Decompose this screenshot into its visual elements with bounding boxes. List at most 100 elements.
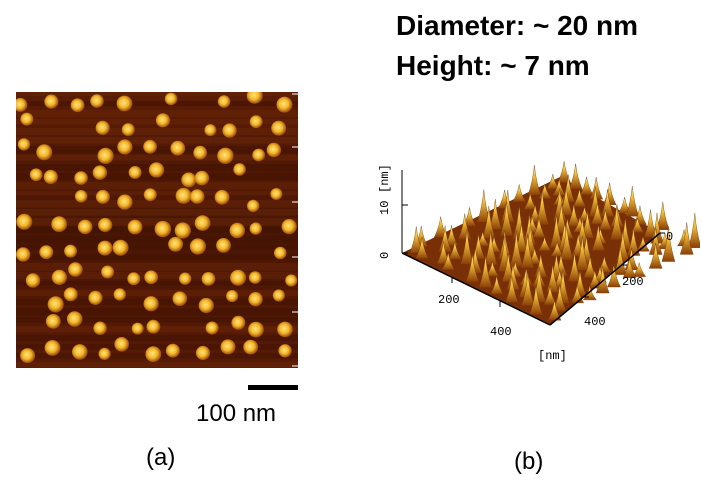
nanodot	[248, 321, 264, 338]
surface-peak	[489, 275, 504, 295]
nanodot	[231, 315, 246, 330]
nanodot	[249, 222, 262, 235]
nanodot	[271, 120, 287, 136]
surface-peak	[597, 256, 612, 273]
surface-peak	[590, 202, 605, 225]
surface-peak	[595, 265, 610, 294]
nanodot	[229, 222, 245, 239]
panel-label-a: (a)	[146, 444, 176, 471]
z-axis-tick: 10	[378, 201, 392, 215]
surface-peak	[488, 199, 503, 230]
surface-peak	[482, 206, 496, 239]
nanodot	[47, 296, 64, 313]
nanodot	[88, 290, 103, 305]
nanodot	[113, 288, 127, 301]
surface-peak	[600, 189, 615, 217]
surface-peak	[512, 184, 527, 202]
scan-stripe	[16, 317, 298, 323]
nanodot	[205, 321, 219, 335]
nanodot	[127, 272, 141, 286]
nanodot	[116, 95, 133, 112]
nanodot	[20, 112, 34, 126]
scan-stripe	[16, 236, 298, 244]
nanodot	[181, 172, 197, 188]
surface-peak	[572, 188, 587, 207]
nanodot	[230, 269, 247, 286]
scan-stripe	[16, 137, 298, 144]
surface-peak	[579, 176, 594, 195]
surface-peak	[537, 183, 552, 199]
height-annotation: Height: ~ 7 nm	[396, 50, 590, 81]
surface-peak	[532, 217, 546, 238]
nanodot	[144, 270, 159, 285]
nanodot	[93, 321, 107, 335]
panel-label-b: (b)	[514, 448, 544, 475]
nanodot	[16, 97, 28, 112]
nanodot	[285, 274, 298, 287]
nanodot	[44, 340, 61, 356]
surface-peak	[520, 234, 535, 268]
nanodot	[25, 273, 41, 288]
surface-peak	[591, 224, 606, 251]
scale-bar	[248, 385, 298, 390]
surface-peak	[527, 165, 542, 196]
nanodot	[170, 140, 186, 156]
y-axis-tick: 200	[622, 275, 644, 289]
nanodot	[277, 321, 293, 338]
nanodot	[246, 92, 263, 104]
x-axis-tick: 400	[490, 325, 512, 339]
surface-peak	[552, 284, 567, 312]
surface-peak	[509, 230, 524, 267]
nanodot	[16, 247, 31, 262]
surface-peak	[661, 226, 676, 262]
scan-stripe	[16, 362, 298, 368]
nanodot	[220, 339, 236, 355]
nanodot	[217, 147, 234, 164]
nanodot	[243, 339, 259, 355]
nanodot	[51, 269, 67, 285]
nanodot	[217, 95, 231, 108]
scan-stripe	[16, 209, 298, 216]
nanodot	[98, 347, 111, 360]
scan-stripe	[16, 191, 298, 196]
diameter-annotation: Diameter: ~ 20 nm	[396, 10, 638, 41]
y-axis-tick: 0	[666, 230, 673, 244]
surface-peak	[575, 236, 590, 271]
surface-peak	[457, 213, 472, 240]
nanodot	[248, 292, 263, 307]
scan-stripe	[16, 182, 298, 190]
x-axis-unit: [nm]	[538, 349, 567, 363]
scan-stripe	[16, 281, 298, 286]
nanodot	[252, 148, 266, 162]
nanodot	[164, 92, 178, 106]
surface-peak	[648, 242, 663, 269]
surface-peak	[568, 163, 583, 190]
scan-stripe	[16, 335, 298, 342]
nanodot	[172, 291, 188, 306]
nanodot	[204, 124, 217, 137]
surface-peak	[648, 226, 663, 255]
surface-peak	[602, 182, 617, 205]
scale-bar-label: 100 nm	[196, 400, 277, 427]
surface-peak	[438, 225, 452, 252]
nanodot	[114, 337, 129, 352]
nanodot	[222, 123, 237, 138]
y-axis-tick: 400	[584, 315, 606, 329]
surface-peak	[656, 201, 670, 230]
surface-peak	[537, 236, 552, 251]
surface-peak	[506, 263, 520, 291]
scan-stripe	[16, 155, 298, 161]
surface-peak	[688, 212, 700, 248]
nanodot	[43, 169, 58, 185]
nanodot	[20, 348, 36, 364]
nanodot	[63, 287, 78, 302]
nanodot	[179, 272, 192, 285]
nanodot	[201, 272, 216, 286]
nanodot	[194, 170, 210, 186]
surface-peak	[465, 253, 480, 282]
nanodot	[131, 322, 144, 335]
surface-peak	[613, 245, 627, 275]
nanodot	[98, 217, 113, 233]
nanodot	[77, 219, 93, 235]
surface-peak	[441, 252, 456, 271]
